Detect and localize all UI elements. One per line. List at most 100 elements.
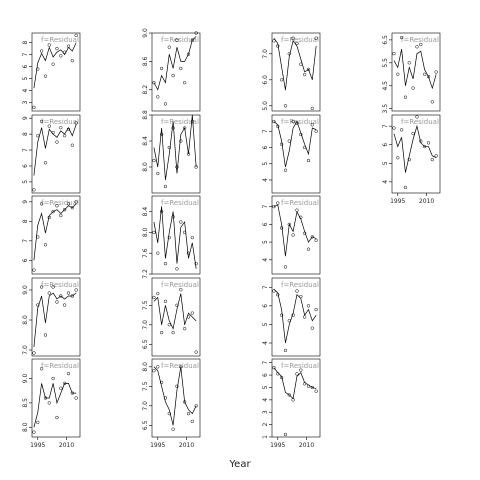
- y-tick-label: 7: [22, 53, 29, 57]
- point: [167, 235, 171, 240]
- x-axis-label: Year: [228, 459, 251, 470]
- panel-label: f=Residual: [41, 281, 79, 289]
- point: [62, 50, 67, 54]
- panel: f=Residual 6.5 7.0 7.5: [142, 277, 201, 357]
- x-tick-label: 1995: [270, 442, 285, 449]
- point: [291, 36, 295, 40]
- point: [279, 313, 284, 317]
- point: [299, 132, 303, 137]
- point: [299, 62, 303, 66]
- point: [51, 130, 55, 135]
- point: [51, 62, 55, 66]
- point: [299, 215, 303, 219]
- point: [62, 134, 67, 138]
- point: [186, 251, 191, 255]
- point: [43, 243, 48, 247]
- point: [182, 230, 187, 235]
- point: [422, 72, 427, 76]
- point: [156, 171, 160, 176]
- point: [426, 74, 431, 79]
- fit-line: [33, 203, 77, 261]
- point: [419, 139, 423, 143]
- panel-label: f=Residual: [161, 36, 199, 44]
- y-tick-label: 8: [22, 132, 29, 136]
- panel-frame: [151, 277, 201, 357]
- point: [310, 235, 314, 239]
- y-tick-label: 8.0: [142, 362, 149, 372]
- point: [291, 233, 295, 237]
- point: [43, 333, 48, 337]
- point: [74, 288, 78, 292]
- point: [426, 141, 431, 145]
- point: [156, 365, 160, 369]
- point: [272, 39, 276, 43]
- x-tick-label: 1995: [390, 198, 405, 205]
- point: [186, 52, 191, 56]
- point: [310, 106, 314, 111]
- point: [276, 124, 280, 129]
- point: [279, 142, 284, 146]
- y-tick-label: 5: [262, 240, 269, 244]
- y-tick-label: 7: [262, 361, 269, 365]
- point: [47, 43, 51, 47]
- point: [407, 157, 411, 162]
- y-tick-label: 6: [262, 222, 269, 226]
- x-tick-label: 1995: [30, 442, 45, 449]
- panel-frame: [151, 358, 201, 438]
- point: [276, 293, 280, 297]
- point: [279, 375, 284, 380]
- point: [55, 46, 59, 51]
- panel-frame: [31, 358, 81, 438]
- point: [302, 72, 307, 77]
- panel-frame: [31, 32, 81, 112]
- point: [186, 315, 191, 319]
- point: [182, 400, 187, 404]
- point: [171, 126, 175, 130]
- point: [163, 184, 168, 189]
- point: [175, 267, 179, 271]
- point: [152, 369, 156, 373]
- point: [55, 300, 59, 304]
- point: [411, 131, 415, 136]
- fit-line: [33, 42, 77, 89]
- point: [430, 100, 434, 104]
- point: [295, 372, 299, 376]
- point: [66, 291, 71, 295]
- point: [306, 384, 311, 388]
- point: [299, 368, 303, 372]
- y-tick-label: 9.0: [22, 374, 29, 384]
- point: [59, 54, 63, 58]
- y-tick-label: 7.6: [142, 248, 149, 258]
- point: [396, 72, 400, 76]
- point: [47, 401, 51, 405]
- panel-label: f=Residual: [161, 281, 199, 289]
- point: [179, 139, 183, 143]
- panel: f=Residual 8.0 8.4 8.8: [142, 110, 201, 194]
- panel-label: f=Residual: [161, 118, 199, 126]
- point: [175, 303, 179, 307]
- x-tick-label: 2010: [419, 198, 434, 205]
- y-tick-label: 8: [22, 41, 29, 45]
- y-tick-label: 6.5: [142, 420, 149, 430]
- point: [171, 215, 175, 219]
- y-tick-label: 5: [22, 77, 29, 81]
- y-tick-label: 4.5: [382, 81, 389, 91]
- point: [59, 126, 63, 130]
- point: [39, 285, 44, 289]
- point: [422, 144, 427, 149]
- y-tick-label: 8.8: [142, 110, 149, 120]
- point: [287, 139, 291, 143]
- point: [310, 123, 314, 127]
- fit-line: [273, 367, 317, 400]
- y-tick-label: 9: [22, 200, 29, 204]
- y-tick-label: 8.2: [142, 85, 149, 95]
- point: [302, 382, 307, 386]
- panel-label: f=Residual: [281, 362, 319, 370]
- panel-label: f=Residual: [161, 362, 199, 370]
- y-tick-label: 5.0: [262, 101, 269, 111]
- point: [70, 294, 74, 298]
- panel-label: f=Residual: [41, 36, 79, 44]
- point: [152, 80, 156, 85]
- panel: f=Residual 6 7 8 9: [22, 195, 81, 275]
